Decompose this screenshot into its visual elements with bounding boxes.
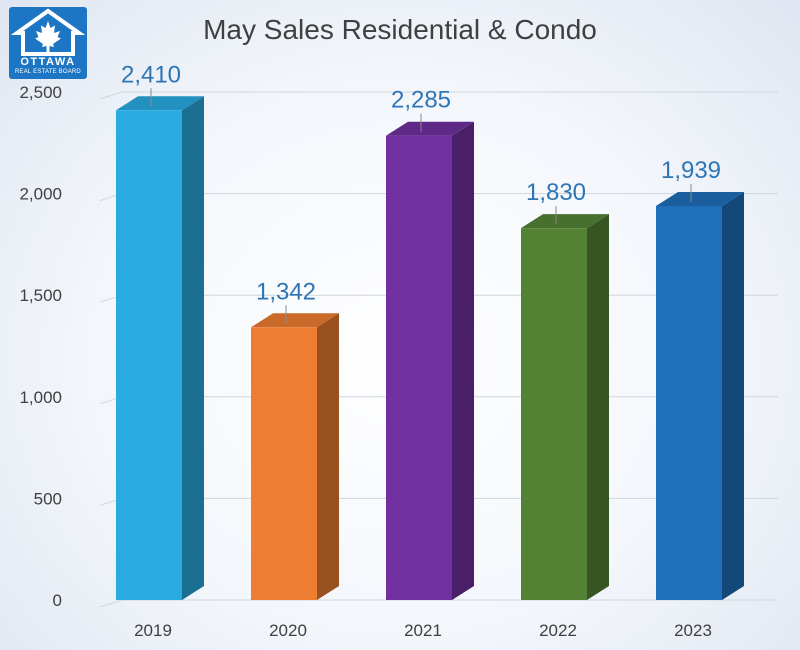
- chart-title: May Sales Residential & Condo: [203, 14, 597, 45]
- logo-wordmark: OTTAWA: [20, 56, 76, 68]
- bar-side: [587, 214, 609, 601]
- y-tick-label: 2,500: [19, 83, 62, 102]
- y-tick-label: 0: [53, 591, 62, 610]
- bar-top: [656, 191, 744, 206]
- logo-subtitle: REAL ESTATE BOARD: [15, 69, 81, 75]
- data-label: 1,342: [256, 278, 316, 305]
- data-label: 1,939: [661, 157, 721, 184]
- bar-top: [386, 121, 474, 136]
- bar: [656, 205, 722, 601]
- gridline-depth: [99, 91, 123, 100]
- y-tick-label: 500: [34, 489, 62, 508]
- bar: [116, 110, 182, 601]
- bar-side: [452, 121, 474, 601]
- x-tick-label: 2019: [134, 621, 172, 640]
- x-tick-label: 2021: [404, 621, 442, 640]
- bar: [386, 135, 452, 601]
- bar-top: [116, 96, 204, 111]
- y-tick-label: 1,500: [19, 286, 62, 305]
- bar: [521, 228, 587, 601]
- bar: [251, 327, 317, 600]
- bar-top: [251, 313, 339, 328]
- data-label: 2,285: [391, 87, 451, 114]
- data-label: 2,410: [121, 61, 181, 88]
- gridline-depth: [99, 599, 123, 608]
- bar-top: [521, 214, 609, 229]
- y-tick-label: 1,000: [19, 388, 62, 407]
- bar-side: [182, 96, 204, 601]
- x-tick-label: 2023: [674, 621, 712, 640]
- bar-side: [317, 313, 339, 600]
- bar-side: [722, 191, 744, 601]
- x-tick-label: 2022: [539, 621, 577, 640]
- data-label: 1,830: [526, 179, 586, 206]
- y-tick-label: 2,000: [19, 185, 62, 204]
- ottawa-real-estate-board-logo: OTTAWA REAL ESTATE BOARD: [9, 7, 87, 79]
- x-tick-label: 2020: [269, 621, 307, 640]
- house-maple-leaf-icon: [10, 8, 86, 56]
